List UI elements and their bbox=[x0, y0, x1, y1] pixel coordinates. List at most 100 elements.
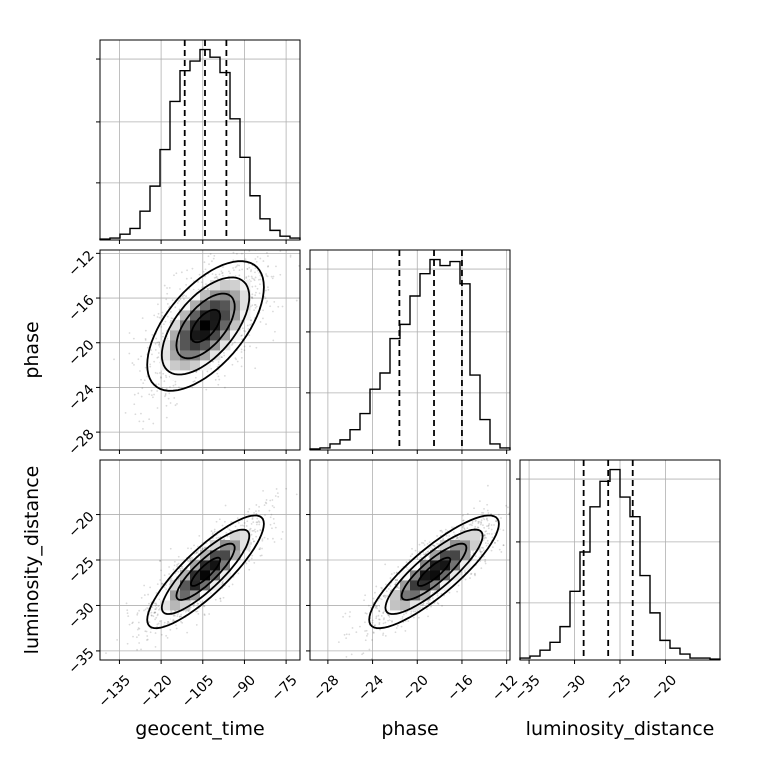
sample-point bbox=[428, 541, 431, 544]
sample-point bbox=[263, 504, 266, 507]
sample-point bbox=[165, 298, 168, 301]
sample-point bbox=[156, 613, 159, 616]
sample-point bbox=[188, 609, 190, 612]
sample-point bbox=[409, 555, 412, 558]
sample-point bbox=[180, 565, 183, 568]
sample-point bbox=[235, 265, 238, 268]
sample-point bbox=[279, 250, 282, 252]
sample-point bbox=[480, 534, 482, 537]
density-cell bbox=[210, 320, 221, 331]
sample-point bbox=[448, 535, 451, 537]
sample-point bbox=[495, 520, 497, 523]
sample-point bbox=[169, 386, 171, 389]
sample-point bbox=[246, 324, 249, 327]
sample-point bbox=[395, 581, 398, 584]
sample-point bbox=[454, 533, 456, 536]
sample-point bbox=[384, 563, 387, 566]
sample-point bbox=[149, 363, 152, 366]
sample-point bbox=[259, 283, 261, 286]
sample-point bbox=[256, 517, 259, 520]
sample-point bbox=[214, 598, 217, 601]
joint-density-geocent_time-phase bbox=[113, 250, 300, 430]
sample-point bbox=[274, 495, 277, 497]
sample-point bbox=[375, 585, 378, 588]
sample-point bbox=[136, 613, 139, 616]
sample-point bbox=[486, 525, 488, 528]
sample-point bbox=[152, 396, 154, 399]
sample-point bbox=[187, 610, 190, 612]
sample-point bbox=[164, 392, 167, 395]
sample-point bbox=[486, 509, 489, 512]
sample-point bbox=[483, 534, 486, 537]
sample-point bbox=[201, 548, 204, 550]
sample-point bbox=[372, 632, 375, 634]
sample-point bbox=[394, 583, 397, 586]
sample-point bbox=[487, 525, 490, 527]
sample-point bbox=[254, 271, 256, 274]
sample-point bbox=[127, 615, 130, 618]
sample-point bbox=[495, 519, 498, 522]
sample-point bbox=[487, 542, 490, 545]
sample-point bbox=[172, 618, 175, 621]
sample-point bbox=[223, 520, 226, 523]
sample-point bbox=[189, 557, 191, 560]
sample-point bbox=[256, 530, 259, 532]
sample-point bbox=[236, 360, 239, 363]
density-cell bbox=[190, 300, 201, 311]
sample-point bbox=[234, 266, 237, 269]
density-cell bbox=[430, 570, 441, 581]
sample-point bbox=[258, 523, 261, 526]
sample-point bbox=[462, 519, 465, 522]
sample-point bbox=[171, 317, 174, 320]
density-cell bbox=[190, 330, 201, 341]
sample-point bbox=[150, 349, 153, 352]
sample-point bbox=[221, 272, 223, 275]
sample-point bbox=[235, 358, 238, 361]
sample-point bbox=[156, 407, 159, 409]
contour-1 bbox=[175, 542, 236, 601]
sample-point bbox=[452, 531, 455, 534]
sample-point bbox=[364, 621, 366, 624]
sample-point bbox=[497, 513, 500, 516]
sample-point bbox=[345, 637, 348, 640]
sample-point bbox=[219, 597, 222, 600]
sample-point bbox=[277, 495, 280, 498]
sample-point bbox=[384, 634, 387, 637]
sample-point bbox=[251, 538, 254, 540]
sample-point bbox=[251, 296, 253, 299]
sample-point bbox=[190, 556, 193, 559]
sample-point bbox=[490, 549, 493, 552]
sample-point bbox=[183, 294, 185, 297]
sample-point bbox=[474, 572, 476, 575]
sample-point bbox=[390, 573, 393, 575]
sample-point bbox=[176, 563, 179, 566]
ylabel-phase: phase bbox=[21, 321, 43, 378]
sample-point bbox=[197, 550, 200, 552]
sample-point bbox=[275, 488, 278, 490]
sample-point bbox=[210, 530, 213, 533]
density-cell bbox=[440, 540, 451, 551]
sample-point bbox=[254, 258, 257, 260]
sample-point bbox=[480, 522, 483, 524]
sample-point bbox=[240, 351, 243, 353]
sample-point bbox=[149, 586, 152, 589]
sample-point bbox=[159, 559, 162, 562]
sample-point bbox=[174, 404, 177, 407]
sample-point bbox=[266, 538, 269, 540]
sample-point bbox=[405, 612, 408, 615]
sample-point bbox=[482, 549, 485, 552]
density-cell bbox=[220, 310, 231, 321]
sample-point bbox=[345, 655, 348, 658]
sample-point bbox=[484, 558, 487, 561]
sample-point bbox=[374, 606, 377, 609]
sample-point bbox=[444, 528, 447, 531]
sample-point bbox=[371, 619, 374, 622]
sample-point bbox=[133, 403, 136, 406]
sample-point bbox=[174, 306, 177, 309]
sample-point bbox=[208, 613, 211, 615]
sample-point bbox=[165, 588, 168, 591]
sample-point bbox=[128, 623, 131, 626]
sample-point bbox=[382, 595, 385, 598]
sample-point bbox=[426, 550, 429, 553]
sample-point bbox=[411, 547, 413, 550]
